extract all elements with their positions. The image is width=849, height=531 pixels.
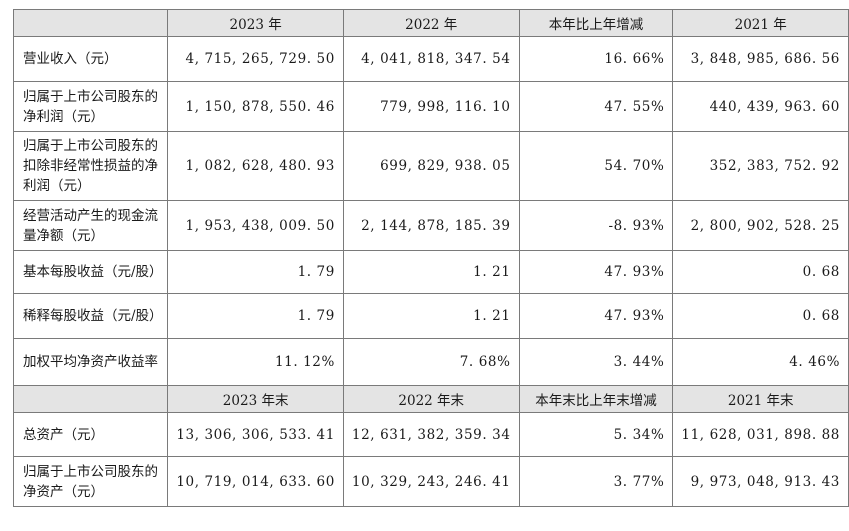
cell-value: 1, 150, 878, 550. 46: [167, 81, 344, 132]
table-row: 经营活动产生的现金流量净额（元） 1, 953, 438, 009. 50 2,…: [12, 200, 849, 251]
cell-value: 1, 082, 628, 480. 93: [167, 131, 344, 201]
row-label: 加权平均净资产收益率: [12, 338, 169, 386]
cell-value: 440, 439, 963. 60: [672, 81, 849, 132]
header-cell-blank: [12, 9, 169, 37]
header-cell: 2023 年末: [167, 385, 344, 413]
cell-value: 4, 715, 265, 729. 50: [167, 36, 344, 82]
cell-value: 4, 041, 818, 347. 54: [342, 36, 520, 82]
cell-value: 47. 55%: [518, 81, 674, 132]
row-label: 经营活动产生的现金流量净额（元）: [12, 200, 169, 251]
row-label: 稀释每股收益（元/股）: [12, 293, 169, 339]
row-label: 归属于上市公司股东的净利润（元）: [12, 81, 169, 132]
row-label: 总资产（元）: [12, 412, 169, 457]
cell-value: -8. 93%: [518, 200, 674, 251]
cell-value: 1, 953, 438, 009. 50: [167, 200, 344, 251]
header-cell: 2023 年: [167, 9, 344, 37]
row-label: 基本每股收益（元/股）: [12, 250, 169, 294]
cell-value: 47. 93%: [518, 250, 674, 294]
cell-value: 3. 44%: [518, 338, 674, 386]
cell-value: 2, 144, 878, 185. 39: [342, 200, 520, 251]
header-cell: 2021 年末: [672, 385, 849, 413]
cell-value: 352, 383, 752. 92: [672, 131, 849, 201]
cell-value: 9, 973, 048, 913. 43: [672, 456, 849, 507]
table-row: 稀释每股收益（元/股） 1. 79 1. 21 47. 93% 0. 68: [12, 293, 849, 339]
cell-value: 13, 306, 306, 533. 41: [167, 412, 344, 457]
header-cell-blank: [12, 385, 169, 413]
cell-value: 10, 329, 243, 246. 41: [342, 456, 520, 507]
table-row: 归属于上市公司股东的扣除非经常性损益的净利润（元） 1, 082, 628, 4…: [12, 131, 849, 201]
cell-value: 2, 800, 902, 528. 25: [672, 200, 849, 251]
row-label: 归属于上市公司股东的净资产（元）: [12, 456, 169, 507]
financial-summary-table: 2023 年 2022 年 本年比上年增减 2021 年 营业收入（元） 4, …: [12, 9, 849, 507]
table-row: 营业收入（元） 4, 715, 265, 729. 50 4, 041, 818…: [12, 36, 849, 82]
cell-value: 0. 68: [672, 293, 849, 339]
cell-value: 47. 93%: [518, 293, 674, 339]
cell-value: 0. 68: [672, 250, 849, 294]
cell-value: 779, 998, 116. 10: [342, 81, 520, 132]
table-header-row: 2023 年 2022 年 本年比上年增减 2021 年: [12, 9, 849, 37]
table-row: 归属于上市公司股东的净利润（元） 1, 150, 878, 550. 46 77…: [12, 81, 849, 132]
cell-value: 3. 77%: [518, 456, 674, 507]
cell-value: 4. 46%: [672, 338, 849, 386]
cell-value: 1. 21: [342, 293, 520, 339]
table-row: 总资产（元） 13, 306, 306, 533. 41 12, 631, 38…: [12, 412, 849, 457]
cell-value: 16. 66%: [518, 36, 674, 82]
row-label: 营业收入（元）: [12, 36, 169, 82]
cell-value: 3, 848, 985, 686. 56: [672, 36, 849, 82]
header-cell: 本年比上年增减: [518, 9, 674, 37]
cell-value: 5. 34%: [518, 412, 674, 457]
header-cell: 2021 年: [672, 9, 849, 37]
header-cell: 本年末比上年末增减: [518, 385, 674, 413]
row-label: 归属于上市公司股东的扣除非经常性损益的净利润（元）: [12, 131, 169, 201]
cell-value: 12, 631, 382, 359. 34: [342, 412, 520, 457]
cell-value: 11, 628, 031, 898. 88: [672, 412, 849, 457]
table-row: 归属于上市公司股东的净资产（元） 10, 719, 014, 633. 60 1…: [12, 456, 849, 507]
cell-value: 699, 829, 938. 05: [342, 131, 520, 201]
cell-value: 11. 12%: [167, 338, 344, 386]
header-cell: 2022 年末: [342, 385, 520, 413]
header-cell: 2022 年: [342, 9, 520, 37]
cell-value: 7. 68%: [342, 338, 520, 386]
cell-value: 10, 719, 014, 633. 60: [167, 456, 344, 507]
table-row: 基本每股收益（元/股） 1. 79 1. 21 47. 93% 0. 68: [12, 250, 849, 294]
cell-value: 54. 70%: [518, 131, 674, 201]
cell-value: 1. 21: [342, 250, 520, 294]
table-header-row: 2023 年末 2022 年末 本年末比上年末增减 2021 年末: [12, 385, 849, 413]
table-row: 加权平均净资产收益率 11. 12% 7. 68% 3. 44% 4. 46%: [12, 338, 849, 386]
cell-value: 1. 79: [167, 293, 344, 339]
cell-value: 1. 79: [167, 250, 344, 294]
